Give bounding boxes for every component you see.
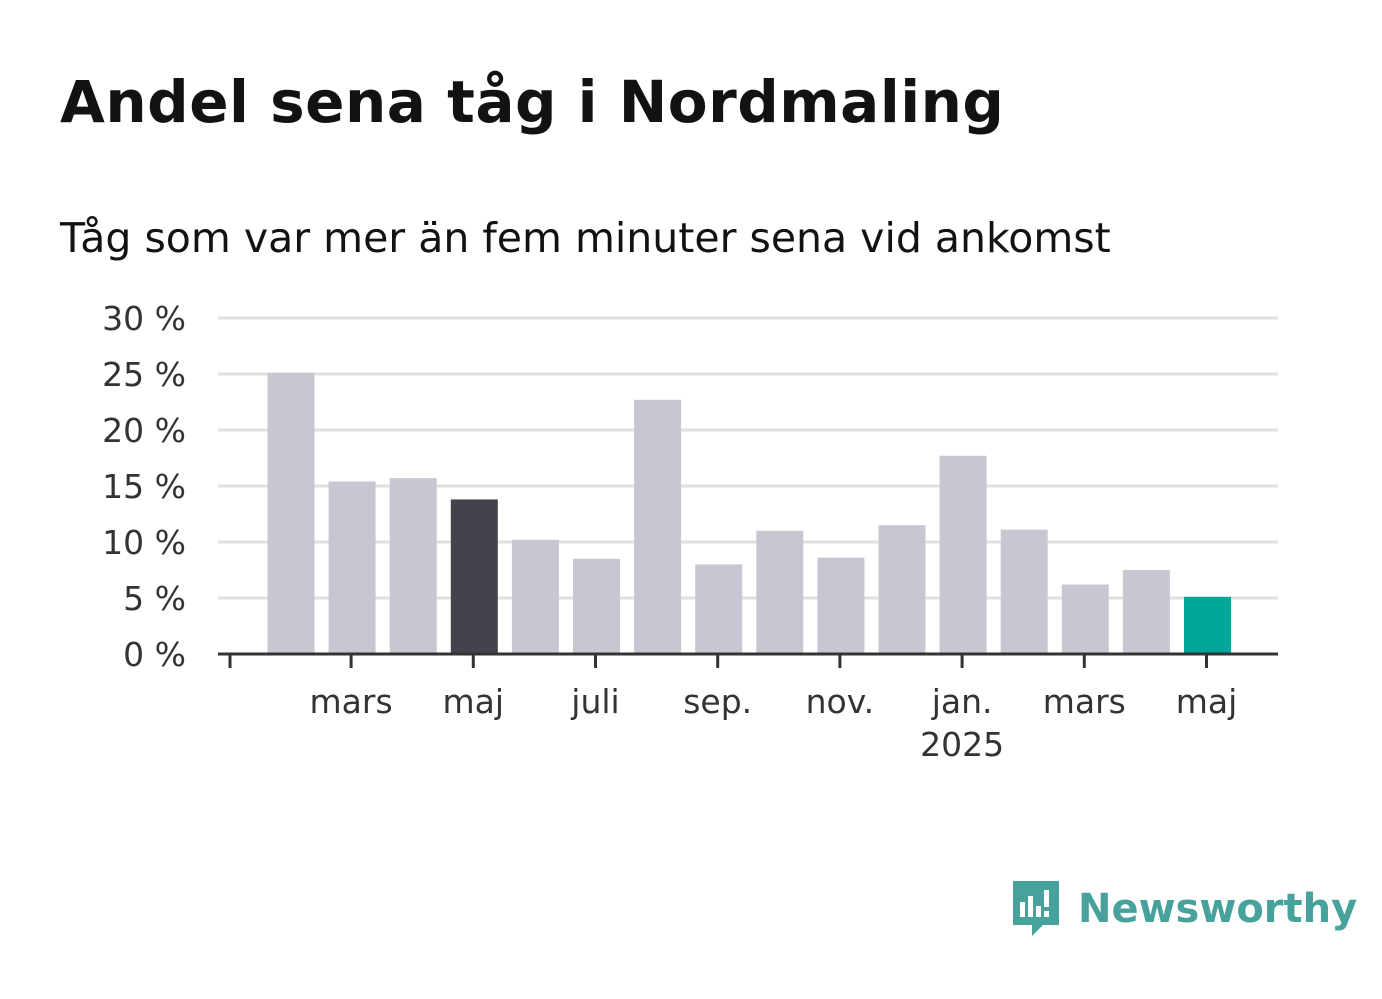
bar-2024-06 (511, 539, 559, 654)
newsworthy-logo: Newsworthy (1010, 878, 1357, 940)
bar-2024-09 (695, 564, 743, 654)
x-tick-label: maj (443, 682, 505, 721)
y-tick-label: 20 % (102, 411, 186, 450)
x-tick-label: juli (570, 682, 619, 721)
bar-2025-03 (1061, 584, 1109, 654)
x-tick-label: jan. (931, 682, 993, 721)
bar-2024-04 (389, 478, 437, 654)
y-tick-label: 10 % (102, 523, 186, 562)
y-tick-label: 15 % (102, 467, 186, 506)
y-tick-label: 30 % (102, 299, 186, 338)
tick-labels: 0 % 5 % 10 % 15 % 20 % 25 % 30 % mars maj juli sep… (102, 299, 1237, 764)
bar-2024-02 (267, 372, 315, 654)
bar-2024-05 (450, 499, 498, 654)
bar-2025-04 (1122, 570, 1170, 654)
x-tick-label: mars (310, 682, 393, 721)
bar-2024-11 (817, 557, 865, 654)
x-tick-label: sep. (683, 682, 752, 721)
y-tick-label: 25 % (102, 355, 186, 394)
chart-title: Andel sena tåg i Nordmaling (60, 68, 1005, 136)
chart-subtitle: Tåg som var mer än fem minuter sena vid … (60, 214, 1111, 262)
axes (218, 652, 1278, 668)
y-tick-label: 5 % (123, 579, 186, 618)
bar-2024-07 (573, 558, 620, 654)
bar-2025-01 (939, 455, 987, 654)
x-tick-sublabel: 2025 (920, 725, 1004, 764)
bar-2024-10 (756, 530, 804, 654)
y-tick-label: 0 % (123, 635, 186, 674)
newsworthy-logo-icon (1013, 881, 1059, 936)
bars (267, 372, 1231, 654)
bar-2024-12 (878, 525, 926, 654)
x-tick-label: nov. (806, 682, 875, 721)
bar-2025-02 (1000, 529, 1048, 654)
brand-name: Newsworthy (1078, 886, 1358, 932)
bar-2024-08 (634, 399, 682, 654)
x-tick-label: mars (1043, 682, 1126, 721)
bar-2024-03 (328, 481, 376, 654)
bar-2025-05 (1184, 596, 1231, 654)
x-tick-label: maj (1176, 682, 1238, 721)
gridlines (218, 316, 1278, 600)
